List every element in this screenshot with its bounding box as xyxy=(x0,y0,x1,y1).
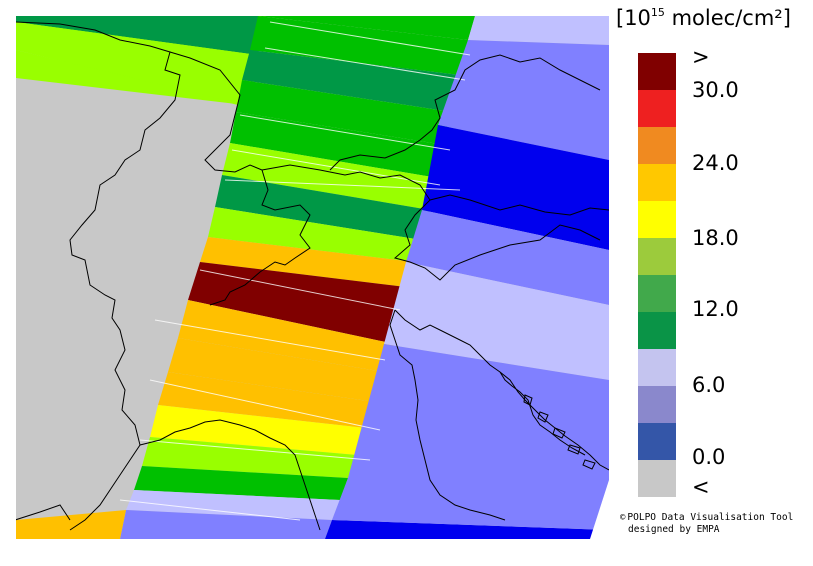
island-outline xyxy=(567,444,581,455)
swath-pixel xyxy=(332,344,609,530)
legend-swatch xyxy=(638,275,676,312)
credit-line-2: designed by EMPA xyxy=(628,524,720,535)
country-border xyxy=(169,51,311,306)
coastline xyxy=(394,309,609,471)
island-outline xyxy=(537,411,549,423)
country-border xyxy=(429,194,609,216)
unit-base: [10 xyxy=(616,6,651,30)
legend-swatch xyxy=(638,238,676,275)
swath-pixel xyxy=(178,300,395,372)
legend-swatch xyxy=(638,164,676,201)
border-lines xyxy=(16,21,609,531)
legend-swatch xyxy=(638,423,676,460)
legend-label-lt: < xyxy=(692,475,710,499)
legend-swatch xyxy=(638,127,676,164)
coastline xyxy=(139,419,321,531)
swath-pixel xyxy=(126,490,340,520)
swath-pixel xyxy=(16,22,258,105)
swath-pixel xyxy=(150,405,366,455)
legend-label-24: 24.0 xyxy=(692,151,739,175)
legend-swatch xyxy=(638,460,676,497)
border-segment xyxy=(16,504,71,521)
country-border xyxy=(261,164,601,281)
swath-pixel xyxy=(250,16,468,75)
swath-pixel xyxy=(134,466,348,500)
swath-pixel xyxy=(590,480,609,539)
coastline xyxy=(499,371,586,456)
swath-pixel xyxy=(438,40,609,160)
swath-pixel xyxy=(16,50,245,105)
swath-pixel xyxy=(188,262,406,344)
swath-pixel xyxy=(236,80,452,145)
legend-swatch xyxy=(638,201,676,238)
legend-label-18: 18.0 xyxy=(692,226,739,250)
swath-pixel xyxy=(16,510,126,539)
swath-pixel xyxy=(142,437,357,478)
swath-pixel xyxy=(468,16,609,45)
legend-label-0: 0.0 xyxy=(692,445,726,469)
swath-pixel xyxy=(258,16,475,40)
legend-swatch xyxy=(638,386,676,423)
legend-swatch xyxy=(638,53,676,90)
legend-unit-label: [1015 molec/cm²] xyxy=(616,6,811,30)
satellite-swaths xyxy=(16,16,609,539)
scan-lines xyxy=(119,21,471,521)
swath-pixel xyxy=(168,338,384,402)
credit-text: © POLPO Data Visualisation Tool designed … xyxy=(620,512,793,535)
legend-color-bar xyxy=(638,53,676,497)
legend-label-gt: > xyxy=(692,45,710,69)
credit-line-1: POLPO Data Visualisation Tool xyxy=(627,512,794,523)
coastline xyxy=(389,309,506,521)
country-border xyxy=(329,54,601,171)
legend-label-12: 12.0 xyxy=(692,297,739,321)
swath-pixel xyxy=(120,510,332,539)
island-outline xyxy=(523,394,533,406)
swath-pixel xyxy=(242,50,460,112)
unit-rest: molec/cm²] xyxy=(664,6,791,30)
swath-pixel xyxy=(200,237,414,287)
swath-pixel xyxy=(406,210,609,305)
swath-pixel xyxy=(16,16,258,55)
legend-swatch xyxy=(638,90,676,127)
swath-pixel xyxy=(215,175,430,240)
legend-swatch xyxy=(638,312,676,349)
swath-pixel xyxy=(422,125,609,250)
copyright-icon: © xyxy=(620,513,626,523)
swath-pixel xyxy=(222,143,438,210)
swath-pixel xyxy=(158,372,375,428)
legend-label-6: 6.0 xyxy=(692,373,726,397)
island-outline xyxy=(582,459,596,470)
swath-pixel xyxy=(384,262,609,380)
swath-pixel xyxy=(230,112,445,178)
unit-exponent: 15 xyxy=(650,6,665,19)
legend-swatch xyxy=(638,349,676,386)
swath-pixel xyxy=(325,520,609,539)
swath-pixel xyxy=(208,207,422,262)
island-outline xyxy=(552,427,566,439)
legend-label-30: 30.0 xyxy=(692,78,739,102)
